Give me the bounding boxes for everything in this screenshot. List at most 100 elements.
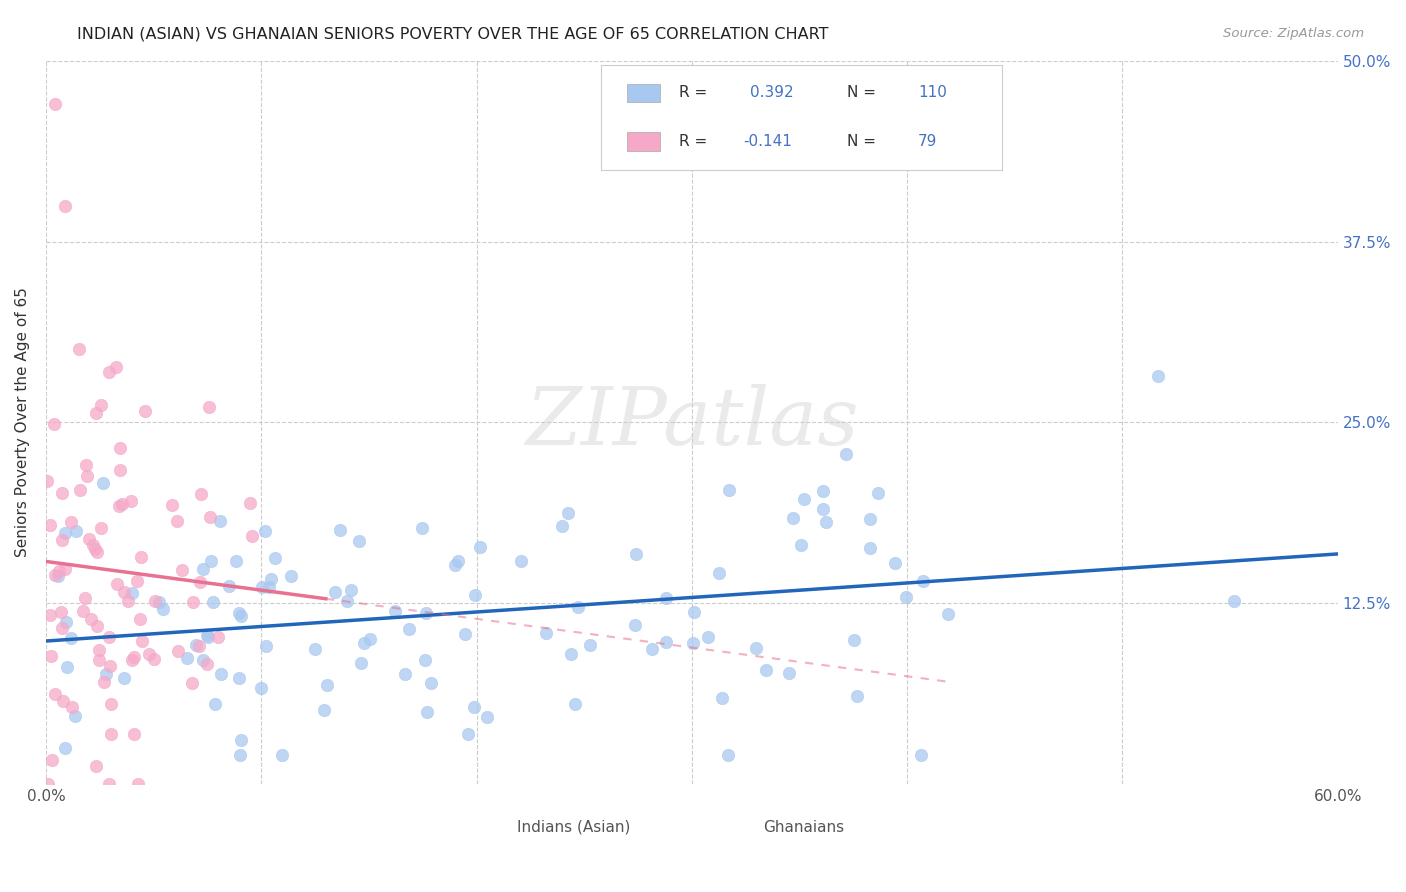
Point: [191, 562, 214, 576]
Point: [188, 639, 211, 653]
Point: [65, 524, 87, 538]
Point: [73, 591, 96, 605]
Point: [453, 626, 475, 640]
Point: [697, 630, 720, 644]
Point: [709, 566, 731, 580]
Point: [359, 632, 381, 646]
Point: [868, 486, 890, 500]
Point: [912, 574, 935, 589]
Point: [336, 594, 359, 608]
Point: [413, 652, 436, 666]
Point: [198, 510, 221, 524]
Point: [53, 740, 76, 755]
Point: [475, 710, 498, 724]
Point: [654, 635, 676, 649]
Point: [55, 615, 77, 630]
Point: [1147, 369, 1170, 384]
Point: [117, 594, 139, 608]
Point: [560, 647, 582, 661]
Point: [176, 650, 198, 665]
Text: Ghanaians: Ghanaians: [763, 820, 844, 835]
Point: [69, 483, 91, 498]
Point: [384, 604, 406, 618]
Point: [641, 641, 664, 656]
Point: [415, 607, 437, 621]
Point: [84, 758, 107, 772]
Text: R =: R =: [679, 86, 711, 100]
Text: INDIAN (ASIAN) VS GHANAIAN SENIORS POVERTY OVER THE AGE OF 65 CORRELATION CHART: INDIAN (ASIAN) VS GHANAIAN SENIORS POVER…: [77, 27, 828, 42]
Point: [745, 641, 768, 656]
Point: [325, 585, 347, 599]
Point: [51, 533, 73, 547]
Point: [166, 643, 188, 657]
Point: [46, 568, 69, 582]
Point: [39, 648, 62, 663]
Point: [257, 580, 280, 594]
Point: [91, 476, 114, 491]
Point: [48, 564, 70, 578]
Text: N =: N =: [846, 134, 880, 149]
Point: [172, 563, 194, 577]
Point: [710, 691, 733, 706]
Point: [181, 675, 204, 690]
Point: [197, 630, 219, 644]
Point: [394, 667, 416, 681]
Text: -0.141: -0.141: [744, 134, 793, 149]
Point: [315, 677, 337, 691]
Point: [76, 468, 98, 483]
Point: [108, 500, 131, 514]
Point: [108, 441, 131, 455]
Point: [225, 554, 247, 568]
Point: [229, 747, 252, 762]
Point: [655, 591, 678, 605]
Point: [859, 541, 882, 555]
Point: [122, 726, 145, 740]
Point: [108, 463, 131, 477]
Point: [1223, 594, 1246, 608]
Text: 0.392: 0.392: [749, 86, 793, 100]
Point: [120, 493, 142, 508]
Point: [97, 777, 120, 791]
Point: [755, 663, 778, 677]
Text: 110: 110: [918, 86, 946, 100]
Point: [94, 666, 117, 681]
Point: [894, 591, 917, 605]
Point: [121, 652, 143, 666]
Point: [121, 586, 143, 600]
Point: [815, 515, 838, 529]
Point: [253, 524, 276, 538]
Point: [682, 636, 704, 650]
Text: R =: R =: [679, 134, 711, 149]
Point: [270, 747, 292, 762]
Point: [80, 612, 103, 626]
Point: [793, 492, 815, 507]
Point: [181, 595, 204, 609]
Point: [207, 630, 229, 644]
Point: [842, 633, 865, 648]
Point: [100, 697, 122, 711]
Point: [419, 676, 441, 690]
Point: [468, 540, 491, 554]
Point: [550, 518, 572, 533]
Point: [84, 541, 107, 556]
Point: [811, 502, 834, 516]
Point: [38, 518, 60, 533]
Point: [51, 605, 73, 619]
Point: [259, 572, 281, 586]
Point: [557, 506, 579, 520]
Point: [82, 538, 104, 552]
Point: [936, 607, 959, 622]
Point: [789, 538, 811, 552]
Point: [778, 666, 800, 681]
Point: [53, 526, 76, 541]
Point: [97, 365, 120, 379]
Point: [239, 496, 262, 510]
Point: [105, 577, 128, 591]
Point: [37, 777, 59, 791]
FancyBboxPatch shape: [627, 84, 659, 102]
Text: 79: 79: [918, 134, 938, 149]
Point: [204, 697, 226, 711]
Point: [86, 619, 108, 633]
Point: [184, 639, 207, 653]
Point: [100, 726, 122, 740]
